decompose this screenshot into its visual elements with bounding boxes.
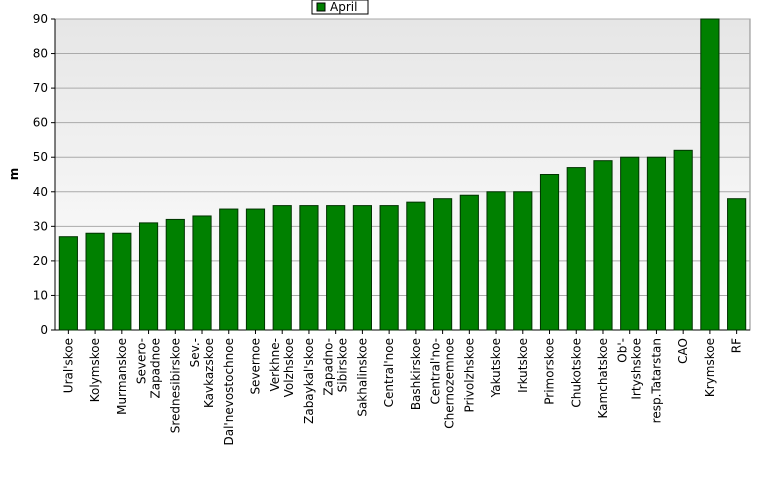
x-tick-label: Krymskoe — [703, 338, 717, 397]
x-tick-label: Irtyshskoe — [630, 338, 644, 400]
x-tick-label: Zabaykal'skoe — [302, 338, 316, 424]
x-tick-label: Central'noe — [382, 338, 396, 407]
bar — [593, 160, 613, 331]
x-tick-label: Primorskoe — [543, 338, 557, 405]
x-tick-label: Yakutskoe — [489, 338, 503, 398]
x-tick-label: Privolzhskoe — [462, 338, 476, 412]
y-tick-label: 40 — [33, 185, 48, 199]
y-tick-label: 90 — [33, 12, 48, 26]
y-tick-label: 70 — [33, 81, 48, 95]
x-tick-label: Bashkirskoe — [409, 338, 423, 410]
bar — [539, 174, 560, 331]
x-tick-label: Sev.- — [188, 338, 202, 367]
bar — [459, 194, 479, 331]
y-tick-label: 60 — [33, 116, 48, 130]
y-tick-label: 80 — [33, 47, 48, 61]
x-tick-label: resp.Tatarstan — [649, 338, 663, 423]
plot-area — [54, 18, 751, 331]
x-tick-label: Severo- — [135, 338, 149, 384]
y-tick-label: 20 — [33, 254, 48, 268]
bar — [58, 236, 78, 331]
y-tick-label: 30 — [33, 219, 48, 233]
bar — [326, 205, 346, 331]
y-axis-label: m — [7, 168, 21, 181]
x-tick-label: Central'no- — [429, 338, 443, 405]
bar — [646, 156, 667, 331]
x-tick-label: Ob'- — [616, 338, 630, 363]
x-tick-label: Chernozemnoe — [443, 338, 457, 429]
x-tick-label: Volzhskoe — [282, 338, 296, 397]
bar — [513, 191, 533, 331]
x-tick-label: Kolymskoe — [88, 338, 102, 402]
y-tick-label: 10 — [33, 288, 48, 302]
bar — [379, 205, 399, 331]
x-tick-label: Chukotskoe — [569, 338, 583, 408]
bar — [620, 156, 640, 331]
bar — [700, 18, 720, 331]
x-tick-label: Murmanskoe — [115, 338, 129, 415]
x-tick-label: Severnoe — [248, 338, 262, 395]
x-tick-label: Dal'nevostochnoe — [222, 338, 236, 446]
x-tick-label: Srednesibirskoe — [168, 338, 182, 433]
x-tick-label: Zapadnoe — [149, 338, 163, 399]
legend-swatch — [316, 2, 326, 12]
bar — [85, 232, 105, 331]
bar — [112, 232, 132, 331]
x-tick-label: Kavkazskoe — [202, 338, 216, 408]
legend-box — [311, 0, 369, 15]
bar — [138, 222, 159, 331]
y-tick-label: 0 — [40, 323, 48, 337]
bar — [299, 205, 319, 331]
bar — [192, 215, 212, 331]
y-tick-label: 50 — [33, 150, 48, 164]
bar — [673, 149, 693, 331]
bar — [219, 208, 239, 331]
bar — [352, 205, 372, 331]
bar — [433, 198, 453, 331]
bar — [486, 191, 506, 331]
x-tick-label: Zapadno- — [322, 338, 336, 396]
x-tick-label: Sibirskoe — [336, 338, 350, 392]
bar — [165, 218, 185, 331]
bar — [272, 205, 292, 331]
x-tick-label: Verkhne- — [268, 338, 282, 391]
bar — [727, 198, 747, 331]
bar — [245, 208, 266, 331]
bar — [406, 201, 426, 331]
x-tick-label: Sakhalinskoe — [355, 338, 369, 417]
bar — [566, 167, 586, 331]
legend-label: April — [330, 0, 357, 14]
x-tick-label: Kamchatskoe — [596, 338, 610, 418]
x-tick-label: CAO — [676, 338, 690, 364]
x-tick-label: Irkutskoe — [516, 338, 530, 393]
x-tick-label: RF — [730, 338, 744, 353]
x-tick-label: Ural'skoe — [61, 338, 75, 393]
